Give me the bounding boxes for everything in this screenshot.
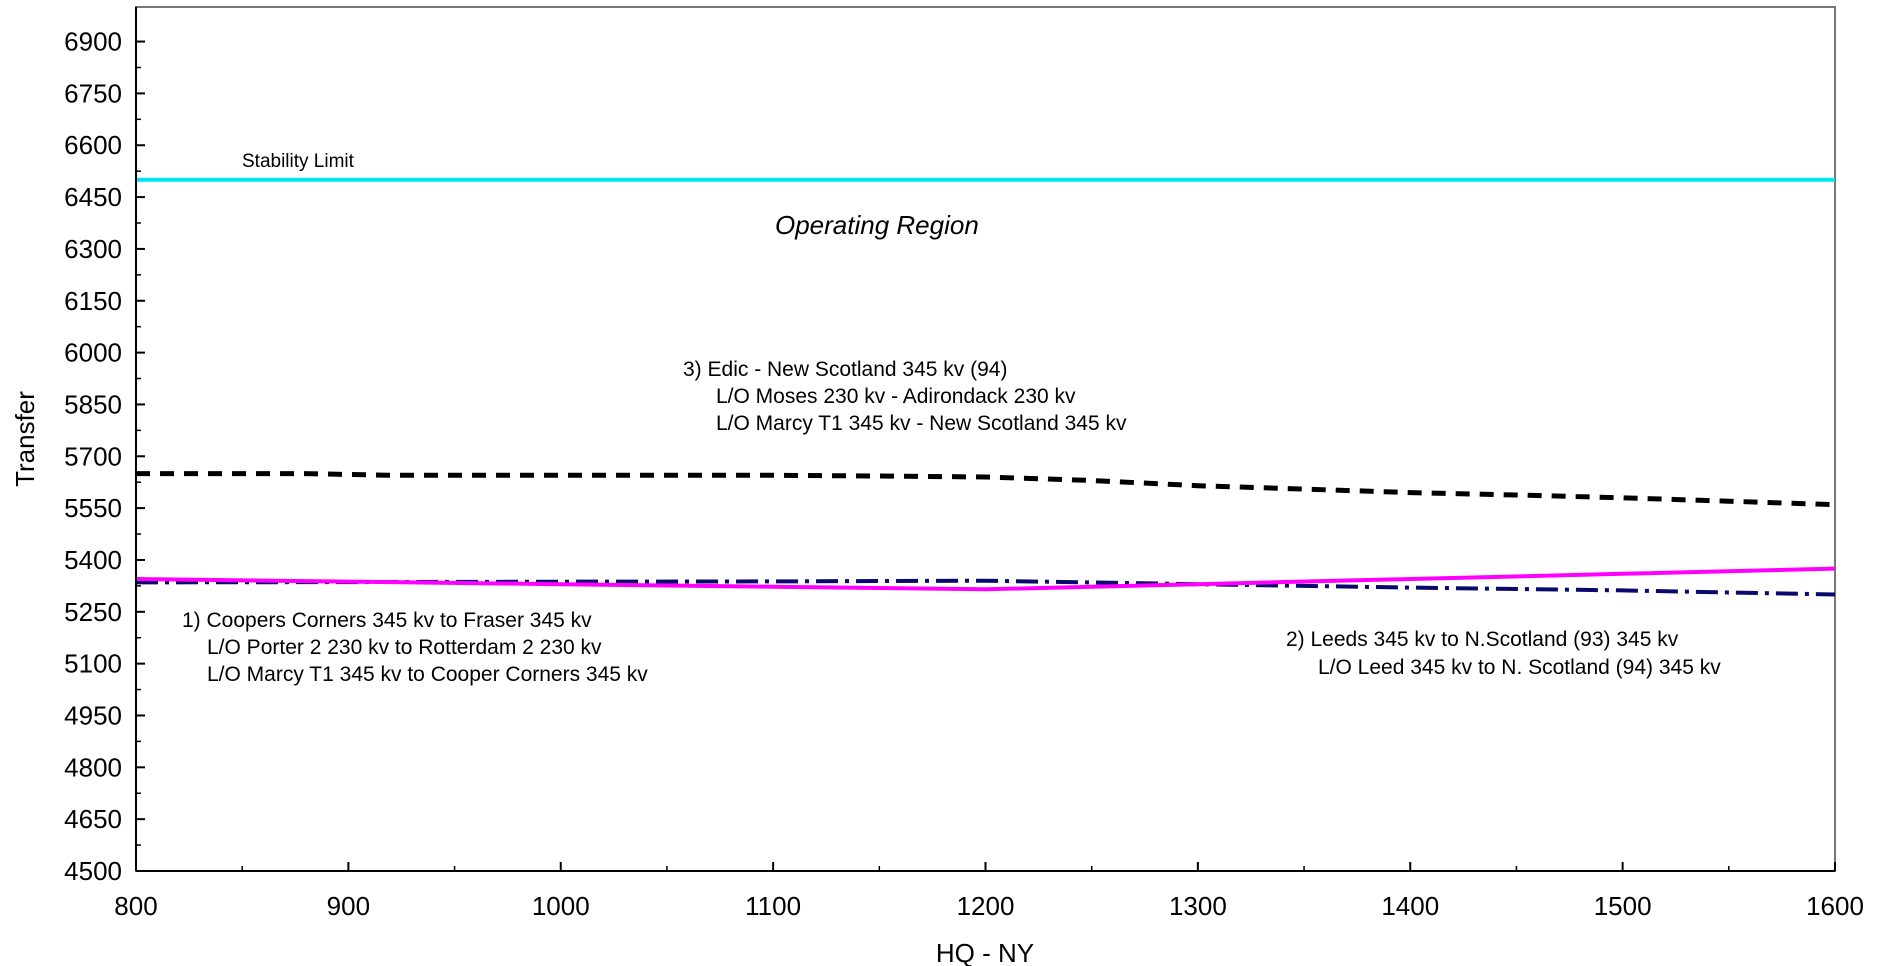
series-layer — [135, 177, 1836, 597]
y-tick-label: 6300 — [64, 234, 122, 264]
x-tick-label: 1000 — [532, 891, 590, 921]
leeds-annotation-line-1: 2) Leeds 345 kv to N.Scotland (93) 345 k… — [1286, 628, 1679, 651]
coopers-annotation-line-1: 1) Coopers Corners 345 kv to Fraser 345 … — [182, 609, 592, 632]
x-tick-label: 900 — [327, 891, 370, 921]
y-tick-label: 4800 — [64, 752, 122, 782]
operating-region-label: Operating Region — [775, 210, 979, 240]
axes-layer: 4500 4650 4800 4950 5100 5250 5400 5550 5700 5850… — [64, 7, 1864, 921]
edic-annotation-line-1: 3) Edic - New Scotland 345 kv (94) — [683, 358, 1007, 381]
y-tick-label: 6600 — [64, 130, 122, 160]
coopers-annotation-line-3: L/O Marcy T1 345 kv to Cooper Corners 34… — [207, 663, 648, 686]
y-tick-label: 6150 — [64, 286, 122, 316]
x-axis-title: HQ - NY — [936, 938, 1034, 966]
y-tick-label: 4950 — [64, 700, 122, 730]
plot-frame — [135, 6, 1836, 872]
x-tick-label: 1600 — [1806, 891, 1864, 921]
stability-limit-label: Stability Limit — [242, 151, 355, 172]
coopers-annotation-line-2: L/O Porter 2 230 kv to Rotterdam 2 230 k… — [207, 636, 602, 659]
edic-annotation-line-3: L/O Marcy T1 345 kv - New Scotland 345 k… — [716, 412, 1127, 435]
y-tick-label: 4500 — [64, 856, 122, 886]
x-tick-label: 1100 — [745, 891, 801, 921]
y-tick-label: 6450 — [64, 182, 122, 212]
x-tick-label: 800 — [114, 891, 157, 921]
x-tick-label: 1200 — [957, 891, 1015, 921]
y-tick-label: 6750 — [64, 78, 122, 108]
y-tick-label: 5400 — [64, 545, 122, 575]
y-tick-label: 5700 — [64, 441, 122, 471]
y-tick-label: 6900 — [64, 27, 122, 57]
series-line-leeds — [135, 566, 1836, 592]
y-tick-label: 5550 — [64, 493, 122, 523]
y-tick-label: 4650 — [64, 804, 122, 834]
y-tick-label: 6000 — [64, 338, 122, 368]
series-line-edic — [136, 471, 1836, 508]
y-axis-title: Transfer — [10, 391, 40, 487]
x-tick-label: 1300 — [1169, 891, 1227, 921]
y-tick-label: 5250 — [64, 597, 122, 627]
x-tick-label: 1500 — [1594, 891, 1652, 921]
leeds-annotation-line-2: L/O Leed 345 kv to N. Scotland (94) 345 … — [1318, 656, 1721, 679]
y-tick-label: 5850 — [64, 389, 122, 419]
edic-annotation-line-2: L/O Moses 230 kv - Adirondack 230 kv — [716, 385, 1076, 408]
y-tick-label: 5100 — [64, 649, 122, 679]
x-tick-label: 1400 — [1381, 891, 1439, 921]
